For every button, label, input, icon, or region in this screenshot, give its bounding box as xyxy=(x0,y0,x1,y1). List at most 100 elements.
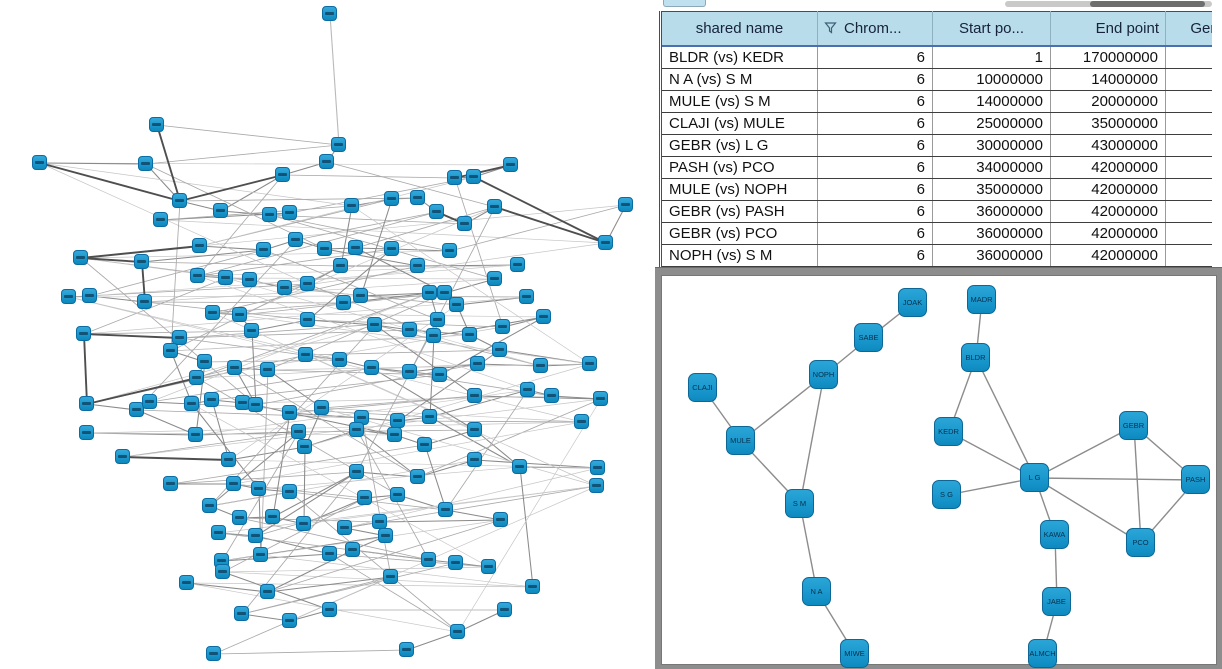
network-node-bldr[interactable]: BLDR xyxy=(961,343,990,372)
network-node[interactable] xyxy=(344,198,359,213)
table-cell[interactable]: 6 xyxy=(817,222,933,245)
table-cell[interactable]: 25000000 xyxy=(932,112,1051,135)
table-cell[interactable]: 10000000 xyxy=(932,68,1051,91)
column-header-0[interactable]: shared name xyxy=(660,11,818,47)
network-node[interactable] xyxy=(429,204,444,219)
table-cell[interactable]: 6 xyxy=(817,90,933,113)
network-node[interactable] xyxy=(300,276,315,291)
network-node[interactable] xyxy=(337,520,352,535)
edge[interactable] xyxy=(391,248,451,252)
network-node[interactable] xyxy=(390,413,405,428)
edge[interactable] xyxy=(424,444,447,511)
table-cell[interactable]: 6.6 xyxy=(1165,68,1222,91)
table-cell[interactable]: 20000000 xyxy=(1050,90,1166,113)
edge[interactable] xyxy=(324,248,419,267)
column-header-1[interactable]: Chrom... xyxy=(817,11,933,47)
network-node[interactable] xyxy=(422,409,437,424)
edge[interactable] xyxy=(39,162,181,202)
network-node[interactable] xyxy=(172,193,187,208)
network-node[interactable] xyxy=(82,288,97,303)
network-node[interactable] xyxy=(163,476,178,491)
network-node[interactable] xyxy=(232,510,247,525)
network-node-sabe[interactable]: SABE xyxy=(854,323,883,352)
network-node[interactable] xyxy=(383,569,398,584)
network-node[interactable] xyxy=(163,343,178,358)
network-node[interactable] xyxy=(333,258,348,273)
network-node[interactable] xyxy=(493,512,508,527)
table-row[interactable]: CLAJI (vs) MULE625000000350000005.9 xyxy=(660,112,1222,135)
edge[interactable] xyxy=(122,456,230,461)
network-node[interactable] xyxy=(449,297,464,312)
table-cell[interactable]: 1 xyxy=(932,46,1051,69)
network-node[interactable] xyxy=(260,584,275,599)
network-node[interactable] xyxy=(197,354,212,369)
network-node[interactable] xyxy=(179,575,194,590)
edge[interactable] xyxy=(136,239,297,411)
edge[interactable] xyxy=(212,265,419,314)
table-cell[interactable]: 43000000 xyxy=(1050,134,1166,157)
edge[interactable] xyxy=(220,174,284,212)
network-node[interactable] xyxy=(399,642,414,657)
edge[interactable] xyxy=(344,467,599,529)
edge[interactable] xyxy=(156,124,181,202)
edge[interactable] xyxy=(494,206,607,244)
edge[interactable] xyxy=(228,459,599,469)
edge[interactable] xyxy=(329,553,459,633)
network-node[interactable] xyxy=(317,241,332,256)
edge[interactable] xyxy=(80,245,201,259)
edge[interactable] xyxy=(260,369,269,556)
network-node-claji[interactable]: CLAJI xyxy=(688,373,717,402)
edge[interactable] xyxy=(83,333,181,339)
table-row[interactable]: NOPH (vs) S M636000000420000009.9 xyxy=(660,244,1222,267)
network-node[interactable] xyxy=(438,502,453,517)
network-node[interactable] xyxy=(481,559,496,574)
edge[interactable] xyxy=(424,429,476,446)
network-node[interactable] xyxy=(314,400,329,415)
edge[interactable] xyxy=(417,459,476,478)
edge[interactable] xyxy=(195,431,300,436)
edge[interactable] xyxy=(326,161,496,208)
edge[interactable] xyxy=(212,312,545,318)
edge[interactable] xyxy=(228,304,458,461)
network-node[interactable] xyxy=(432,367,447,382)
table-cell[interactable]: 14000000 xyxy=(1050,68,1166,91)
table-cell[interactable]: 42000000 xyxy=(1050,156,1166,179)
edge[interactable] xyxy=(371,367,476,431)
network-node[interactable] xyxy=(426,328,441,343)
network-node[interactable] xyxy=(402,322,417,337)
network-node[interactable] xyxy=(205,305,220,320)
network-node[interactable] xyxy=(277,280,292,295)
network-node[interactable] xyxy=(421,552,436,567)
edge[interactable] xyxy=(233,421,583,485)
edge[interactable] xyxy=(360,198,393,297)
table-row[interactable]: BLDR (vs) KEDR61170000000192.0 xyxy=(660,46,1222,69)
edge[interactable] xyxy=(222,571,331,611)
network-node[interactable] xyxy=(79,396,94,411)
network-node[interactable] xyxy=(372,514,387,529)
edge[interactable] xyxy=(211,374,441,401)
network-node[interactable] xyxy=(364,360,379,375)
edge[interactable] xyxy=(242,395,553,404)
network-node-s-m[interactable]: S M xyxy=(785,489,814,518)
network-node[interactable] xyxy=(142,394,157,409)
table-cell[interactable]: N A (vs) S M xyxy=(660,68,818,91)
table-row[interactable]: GEBR (vs) PASH636000000420000008.9 xyxy=(660,200,1222,223)
table-cell[interactable]: 6 xyxy=(817,244,933,267)
network-node[interactable] xyxy=(234,606,249,621)
edge[interactable] xyxy=(251,330,257,406)
network-node[interactable] xyxy=(378,528,393,543)
column-header-2[interactable]: Start po... xyxy=(932,11,1051,47)
table-cell[interactable]: 35000000 xyxy=(1050,112,1166,135)
network-node[interactable] xyxy=(331,137,346,152)
edge[interactable] xyxy=(136,409,363,419)
table-scroll-tab[interactable] xyxy=(663,0,706,7)
table-row[interactable]: MULE (vs) S M614000000200000007.5 xyxy=(660,90,1222,113)
edge[interactable] xyxy=(1133,425,1142,544)
network-node[interactable] xyxy=(288,232,303,247)
edge[interactable] xyxy=(303,446,306,525)
edge[interactable] xyxy=(267,369,323,409)
edge[interactable] xyxy=(251,319,309,332)
network-node[interactable] xyxy=(345,542,360,557)
edge[interactable] xyxy=(86,403,138,411)
table-cell[interactable]: 6 xyxy=(817,134,933,157)
